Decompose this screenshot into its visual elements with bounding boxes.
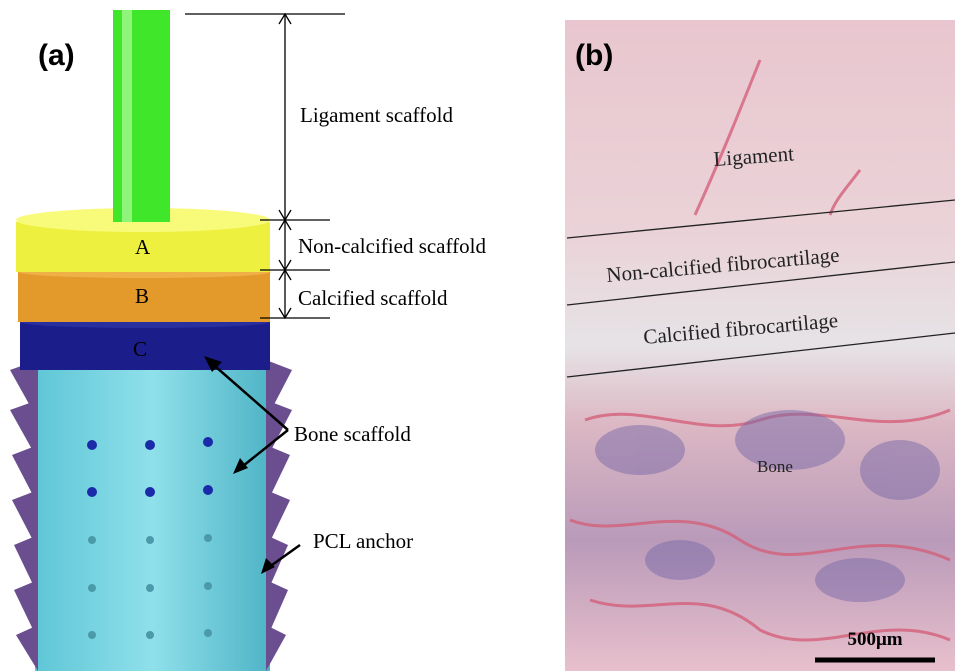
ligament-scaffold	[113, 10, 170, 222]
panel-b: (b) Ligament Non-calcified fibrocartilag…	[565, 20, 955, 671]
figure: (a) Ligament scaffold Non-calcified scaf…	[0, 0, 955, 671]
region-label: Bone	[757, 457, 793, 476]
scale-bar-label: 500μm	[847, 629, 902, 650]
layer-label: C	[133, 337, 147, 361]
panel-label: (a)	[38, 39, 75, 72]
annotation: Calcified scaffold	[298, 286, 448, 310]
annotation: Bone scaffold	[294, 422, 411, 446]
layer-label: B	[135, 284, 149, 308]
annotation: Non-calcified scaffold	[298, 234, 486, 258]
panel-a: (a) Ligament scaffold Non-calcified scaf…	[10, 10, 486, 671]
ligament-highlight	[122, 10, 132, 222]
annotation: Ligament scaffold	[300, 103, 453, 127]
panel-label: (b)	[575, 39, 613, 72]
layer-label: A	[135, 235, 151, 259]
bone-scaffold	[35, 360, 270, 671]
annotation: PCL anchor	[313, 529, 413, 553]
